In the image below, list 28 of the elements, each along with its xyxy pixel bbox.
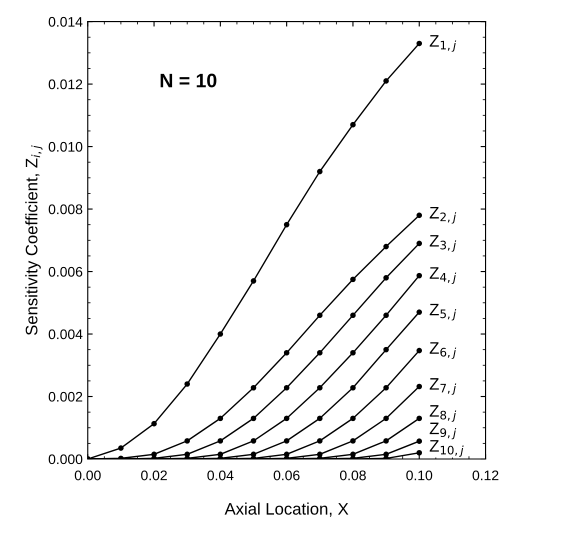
legend-label: Z$_{1,j}$ <box>430 35 456 52</box>
y-axis-title: Sensitivity Coefficient, Z$_{i,j}$ <box>25 145 42 336</box>
x-tick-label: 0.06 <box>274 470 300 480</box>
x-tick-label: 0.04 <box>207 470 234 480</box>
y-tick-label: 0.000 <box>48 454 82 464</box>
legend-label: Z$_{2,j}$ <box>430 206 456 224</box>
legend-label: Z$_{10,j}$ <box>430 440 464 457</box>
legend-label: Z$_{6,j}$ <box>430 342 456 359</box>
y-tick-label: 0.008 <box>48 204 82 214</box>
y-tick-label: 0.014 <box>48 16 82 27</box>
y-tick-label: 0.004 <box>48 329 82 340</box>
x-axis-title: Axial Location, X <box>224 502 348 517</box>
legend-label: Z$_{8,j}$ <box>430 405 456 422</box>
x-tick-label: 0.10 <box>406 470 432 480</box>
x-tick-label: 0.02 <box>141 470 167 480</box>
x-tick-label: 0.00 <box>74 470 101 480</box>
y-tick-label: 0.012 <box>48 79 82 90</box>
x-tick-label: 0.12 <box>472 470 498 480</box>
legend-label: Z$_{7,j}$ <box>430 378 456 395</box>
legend-label: Z$_{5,j}$ <box>430 304 456 320</box>
annotation: N = 10 <box>160 74 216 88</box>
x-tick-label: 0.08 <box>340 470 366 480</box>
legend-label: Z$_{3,j}$ <box>430 235 456 252</box>
legend-label: Z$_{4,j}$ <box>430 267 456 284</box>
legend-label: Z$_{9,j}$ <box>430 422 456 440</box>
y-tick-label: 0.006 <box>48 266 82 277</box>
y-tick-label: 0.010 <box>48 142 82 152</box>
y-tick-label: 0.002 <box>48 392 82 402</box>
